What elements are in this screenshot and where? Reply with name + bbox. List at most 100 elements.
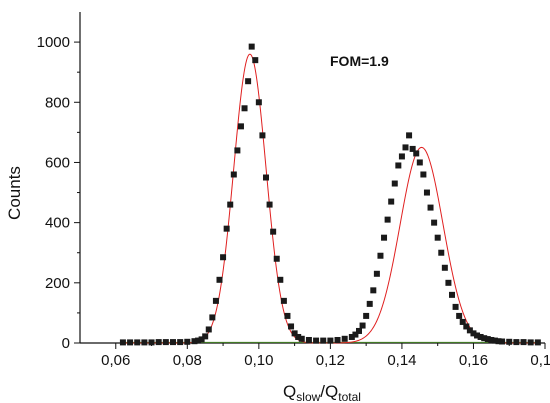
data-point	[434, 234, 441, 241]
data-point	[327, 337, 334, 344]
data-point	[423, 189, 430, 196]
data-point	[402, 144, 409, 151]
data-point	[420, 171, 427, 178]
y-tick-label: 800	[45, 94, 70, 111]
data-point	[248, 43, 255, 50]
data-point	[155, 339, 162, 346]
data-point	[488, 336, 495, 343]
data-point	[277, 276, 284, 283]
x-axis-title-sub2: total	[338, 390, 361, 403]
y-tick-label: 1000	[37, 34, 70, 51]
data-point	[295, 333, 302, 340]
data-point	[216, 276, 223, 283]
data-point	[416, 159, 423, 166]
data-point	[119, 339, 126, 346]
data-point	[198, 336, 205, 343]
data-point	[252, 57, 259, 64]
data-point	[291, 330, 298, 337]
data-point	[341, 335, 348, 342]
data-point	[445, 279, 452, 286]
data-point	[348, 333, 355, 340]
data-point	[456, 312, 463, 319]
data-point	[427, 204, 434, 211]
data-point	[366, 300, 373, 307]
data-point	[370, 287, 377, 294]
data-point	[406, 132, 413, 139]
data-point	[237, 123, 244, 130]
data-point	[305, 336, 312, 343]
data-point	[495, 338, 502, 345]
x-tick-label: 0,18	[530, 352, 550, 369]
data-points-group	[119, 43, 541, 346]
x-axis-title: Qslow/Qtotal	[283, 382, 361, 403]
data-point	[212, 297, 219, 304]
x-tick-label: 0,16	[459, 352, 488, 369]
data-point	[255, 99, 262, 106]
data-point	[491, 337, 498, 344]
data-point	[506, 338, 513, 345]
data-point	[431, 219, 438, 226]
x-tick-label: 0,12	[316, 352, 345, 369]
data-point	[452, 303, 459, 310]
data-point	[270, 228, 277, 235]
data-point	[466, 327, 473, 334]
data-point	[477, 333, 484, 340]
data-point	[395, 162, 402, 169]
data-point	[384, 216, 391, 223]
y-ticks: 0 200 400 600 800 1000	[37, 34, 80, 352]
data-point	[320, 337, 327, 344]
y-tick-label: 200	[45, 275, 70, 292]
data-point	[280, 297, 287, 304]
x-tick-label: 0,10	[244, 352, 273, 369]
data-point	[127, 339, 134, 346]
data-point	[284, 312, 291, 319]
x-tick-label: 0,06	[101, 352, 130, 369]
y-tick-label: 600	[45, 154, 70, 171]
fit-curve	[122, 53, 538, 344]
data-point	[170, 339, 176, 346]
data-point	[352, 331, 359, 338]
x-axis-title-sep: /Q	[320, 382, 338, 401]
data-point	[449, 291, 455, 298]
data-point	[266, 201, 273, 208]
data-point	[288, 323, 295, 330]
data-point	[313, 337, 320, 344]
data-point	[191, 338, 198, 345]
data-point	[441, 264, 448, 271]
data-point	[162, 339, 169, 346]
data-point	[195, 337, 202, 344]
data-point	[398, 153, 405, 160]
data-point	[474, 332, 481, 339]
y-tick-label: 400	[45, 215, 70, 232]
data-point	[470, 330, 477, 337]
data-point	[381, 234, 388, 241]
data-point	[202, 333, 209, 340]
x-tick-label: 0,08	[173, 352, 202, 369]
data-point	[391, 180, 398, 187]
data-point	[388, 198, 395, 205]
x-axis-title-sub: slow	[296, 390, 320, 403]
axes	[79, 12, 545, 344]
y-tick-label: 0	[62, 335, 70, 352]
data-point	[459, 318, 466, 325]
data-point	[141, 339, 148, 346]
data-point	[409, 145, 416, 152]
data-point	[484, 336, 491, 343]
data-point	[241, 105, 248, 112]
data-point	[373, 270, 380, 277]
data-point	[234, 147, 241, 154]
data-point	[148, 339, 155, 346]
data-point	[184, 338, 191, 345]
data-point	[438, 249, 445, 256]
data-point	[298, 335, 305, 342]
x-axis-title-main: Q	[283, 382, 296, 401]
x-tick-label: 0,14	[387, 352, 416, 369]
data-point	[205, 326, 212, 333]
fit-curve-group	[122, 53, 538, 344]
data-point	[463, 323, 470, 330]
data-point	[220, 254, 227, 261]
data-point	[209, 314, 216, 321]
data-point	[513, 339, 520, 346]
data-point	[377, 252, 384, 259]
